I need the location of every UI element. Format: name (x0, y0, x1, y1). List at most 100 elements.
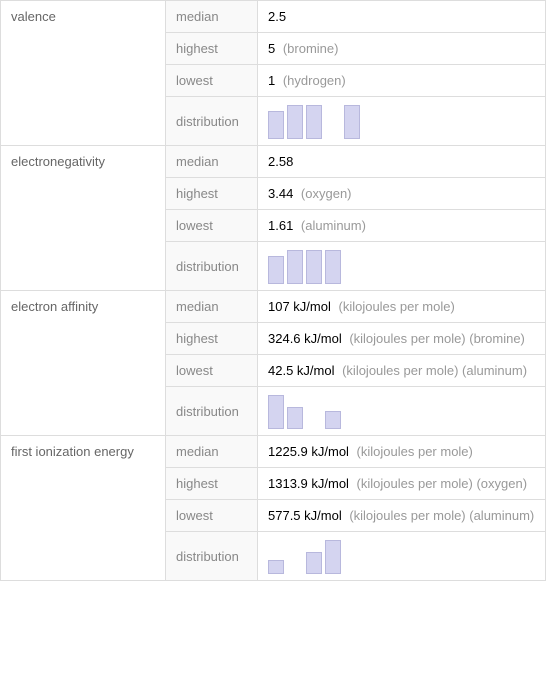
value-note: (kilojoules per mole) (bromine) (346, 331, 525, 346)
distribution-bar (268, 560, 284, 574)
property-name-cell: electron affinity (1, 291, 166, 323)
stat-name-cell: highest (166, 33, 258, 65)
property-group: electron affinitymedian107 kJ/mol (kiloj… (1, 291, 546, 436)
value-cell: 3.44 (oxygen) (258, 178, 546, 210)
property-name-spacer (1, 355, 166, 387)
stat-name-cell: lowest (166, 210, 258, 242)
stat-name-cell: highest (166, 178, 258, 210)
value-main: 1225.9 kJ/mol (268, 444, 349, 459)
property-name-spacer (1, 323, 166, 355)
property-row: distribution (1, 242, 546, 291)
property-name-cell: electronegativity (1, 146, 166, 178)
stat-name-cell: median (166, 146, 258, 178)
value-main: 42.5 kJ/mol (268, 363, 334, 378)
distribution-bar (325, 540, 341, 574)
value-main: 2.58 (268, 154, 293, 169)
property-name-spacer (1, 210, 166, 242)
property-name-spacer (1, 242, 166, 291)
stat-name-cell: distribution (166, 242, 258, 291)
value-cell: 1.61 (aluminum) (258, 210, 546, 242)
value-note: (hydrogen) (279, 73, 345, 88)
property-name-spacer (1, 468, 166, 500)
property-group: valencemedian2.5highest5 (bromine)lowest… (1, 1, 546, 146)
value-main: 107 kJ/mol (268, 299, 331, 314)
value-cell: 1313.9 kJ/mol (kilojoules per mole) (oxy… (258, 468, 546, 500)
property-row: first ionization energymedian1225.9 kJ/m… (1, 436, 546, 468)
distribution-bar (325, 250, 341, 284)
property-name-spacer (1, 387, 166, 436)
property-name-spacer (1, 178, 166, 210)
value-main: 2.5 (268, 9, 286, 24)
value-cell: 324.6 kJ/mol (kilojoules per mole) (brom… (258, 323, 546, 355)
stat-name-cell: distribution (166, 532, 258, 581)
value-cell: 42.5 kJ/mol (kilojoules per mole) (alumi… (258, 355, 546, 387)
distribution-chart (268, 248, 535, 284)
distribution-bar (306, 552, 322, 574)
value-main: 3.44 (268, 186, 293, 201)
property-row: highest1313.9 kJ/mol (kilojoules per mol… (1, 468, 546, 500)
value-cell (258, 97, 546, 146)
stat-name-cell: median (166, 291, 258, 323)
property-name-spacer (1, 97, 166, 146)
value-note: (kilojoules per mole) (aluminum) (346, 508, 535, 523)
value-main: 1 (268, 73, 275, 88)
value-main: 1313.9 kJ/mol (268, 476, 349, 491)
value-cell: 1225.9 kJ/mol (kilojoules per mole) (258, 436, 546, 468)
distribution-chart (268, 538, 535, 574)
property-row: highest3.44 (oxygen) (1, 178, 546, 210)
property-name-spacer (1, 532, 166, 581)
value-main: 1.61 (268, 218, 293, 233)
value-note: (kilojoules per mole) (aluminum) (338, 363, 527, 378)
value-cell: 107 kJ/mol (kilojoules per mole) (258, 291, 546, 323)
distribution-bar (268, 256, 284, 284)
distribution-chart (268, 103, 535, 139)
value-main: 577.5 kJ/mol (268, 508, 342, 523)
value-note: (kilojoules per mole) (335, 299, 455, 314)
stat-name-cell: lowest (166, 355, 258, 387)
distribution-bar (287, 407, 303, 429)
distribution-bar (306, 250, 322, 284)
value-cell: 1 (hydrogen) (258, 65, 546, 97)
property-name-cell: valence (1, 1, 166, 33)
properties-table: valencemedian2.5highest5 (bromine)lowest… (0, 0, 546, 581)
value-note: (kilojoules per mole) (oxygen) (353, 476, 527, 491)
property-row: distribution (1, 532, 546, 581)
distribution-bar (325, 411, 341, 429)
value-main: 324.6 kJ/mol (268, 331, 342, 346)
value-note: (kilojoules per mole) (353, 444, 473, 459)
property-row: valencemedian 2.5 (1, 1, 546, 33)
distribution-bar (268, 111, 284, 139)
value-note: (bromine) (279, 41, 338, 56)
value-main: 5 (268, 41, 275, 56)
property-name-spacer (1, 500, 166, 532)
property-name-spacer (1, 65, 166, 97)
value-cell: 5 (bromine) (258, 33, 546, 65)
stat-name-cell: highest (166, 468, 258, 500)
property-name-spacer (1, 33, 166, 65)
value-cell (258, 387, 546, 436)
property-row: lowest42.5 kJ/mol (kilojoules per mole) … (1, 355, 546, 387)
property-row: electronegativitymedian 2.58 (1, 146, 546, 178)
property-row: lowest1 (hydrogen) (1, 65, 546, 97)
property-row: lowest1.61 (aluminum) (1, 210, 546, 242)
value-note: (oxygen) (297, 186, 351, 201)
value-cell: 577.5 kJ/mol (kilojoules per mole) (alum… (258, 500, 546, 532)
stat-name-cell: distribution (166, 387, 258, 436)
distribution-bar (344, 105, 360, 139)
distribution-bar (287, 105, 303, 139)
stat-name-cell: median (166, 1, 258, 33)
value-cell: 2.5 (258, 1, 546, 33)
property-row: electron affinitymedian107 kJ/mol (kiloj… (1, 291, 546, 323)
property-group: first ionization energymedian1225.9 kJ/m… (1, 436, 546, 581)
value-cell: 2.58 (258, 146, 546, 178)
stat-name-cell: distribution (166, 97, 258, 146)
value-cell (258, 532, 546, 581)
stat-name-cell: lowest (166, 500, 258, 532)
property-row: highest324.6 kJ/mol (kilojoules per mole… (1, 323, 546, 355)
distribution-bar (268, 395, 284, 429)
property-row: highest5 (bromine) (1, 33, 546, 65)
property-row: distribution (1, 97, 546, 146)
distribution-bar (306, 105, 322, 139)
stat-name-cell: median (166, 436, 258, 468)
distribution-chart (268, 393, 535, 429)
